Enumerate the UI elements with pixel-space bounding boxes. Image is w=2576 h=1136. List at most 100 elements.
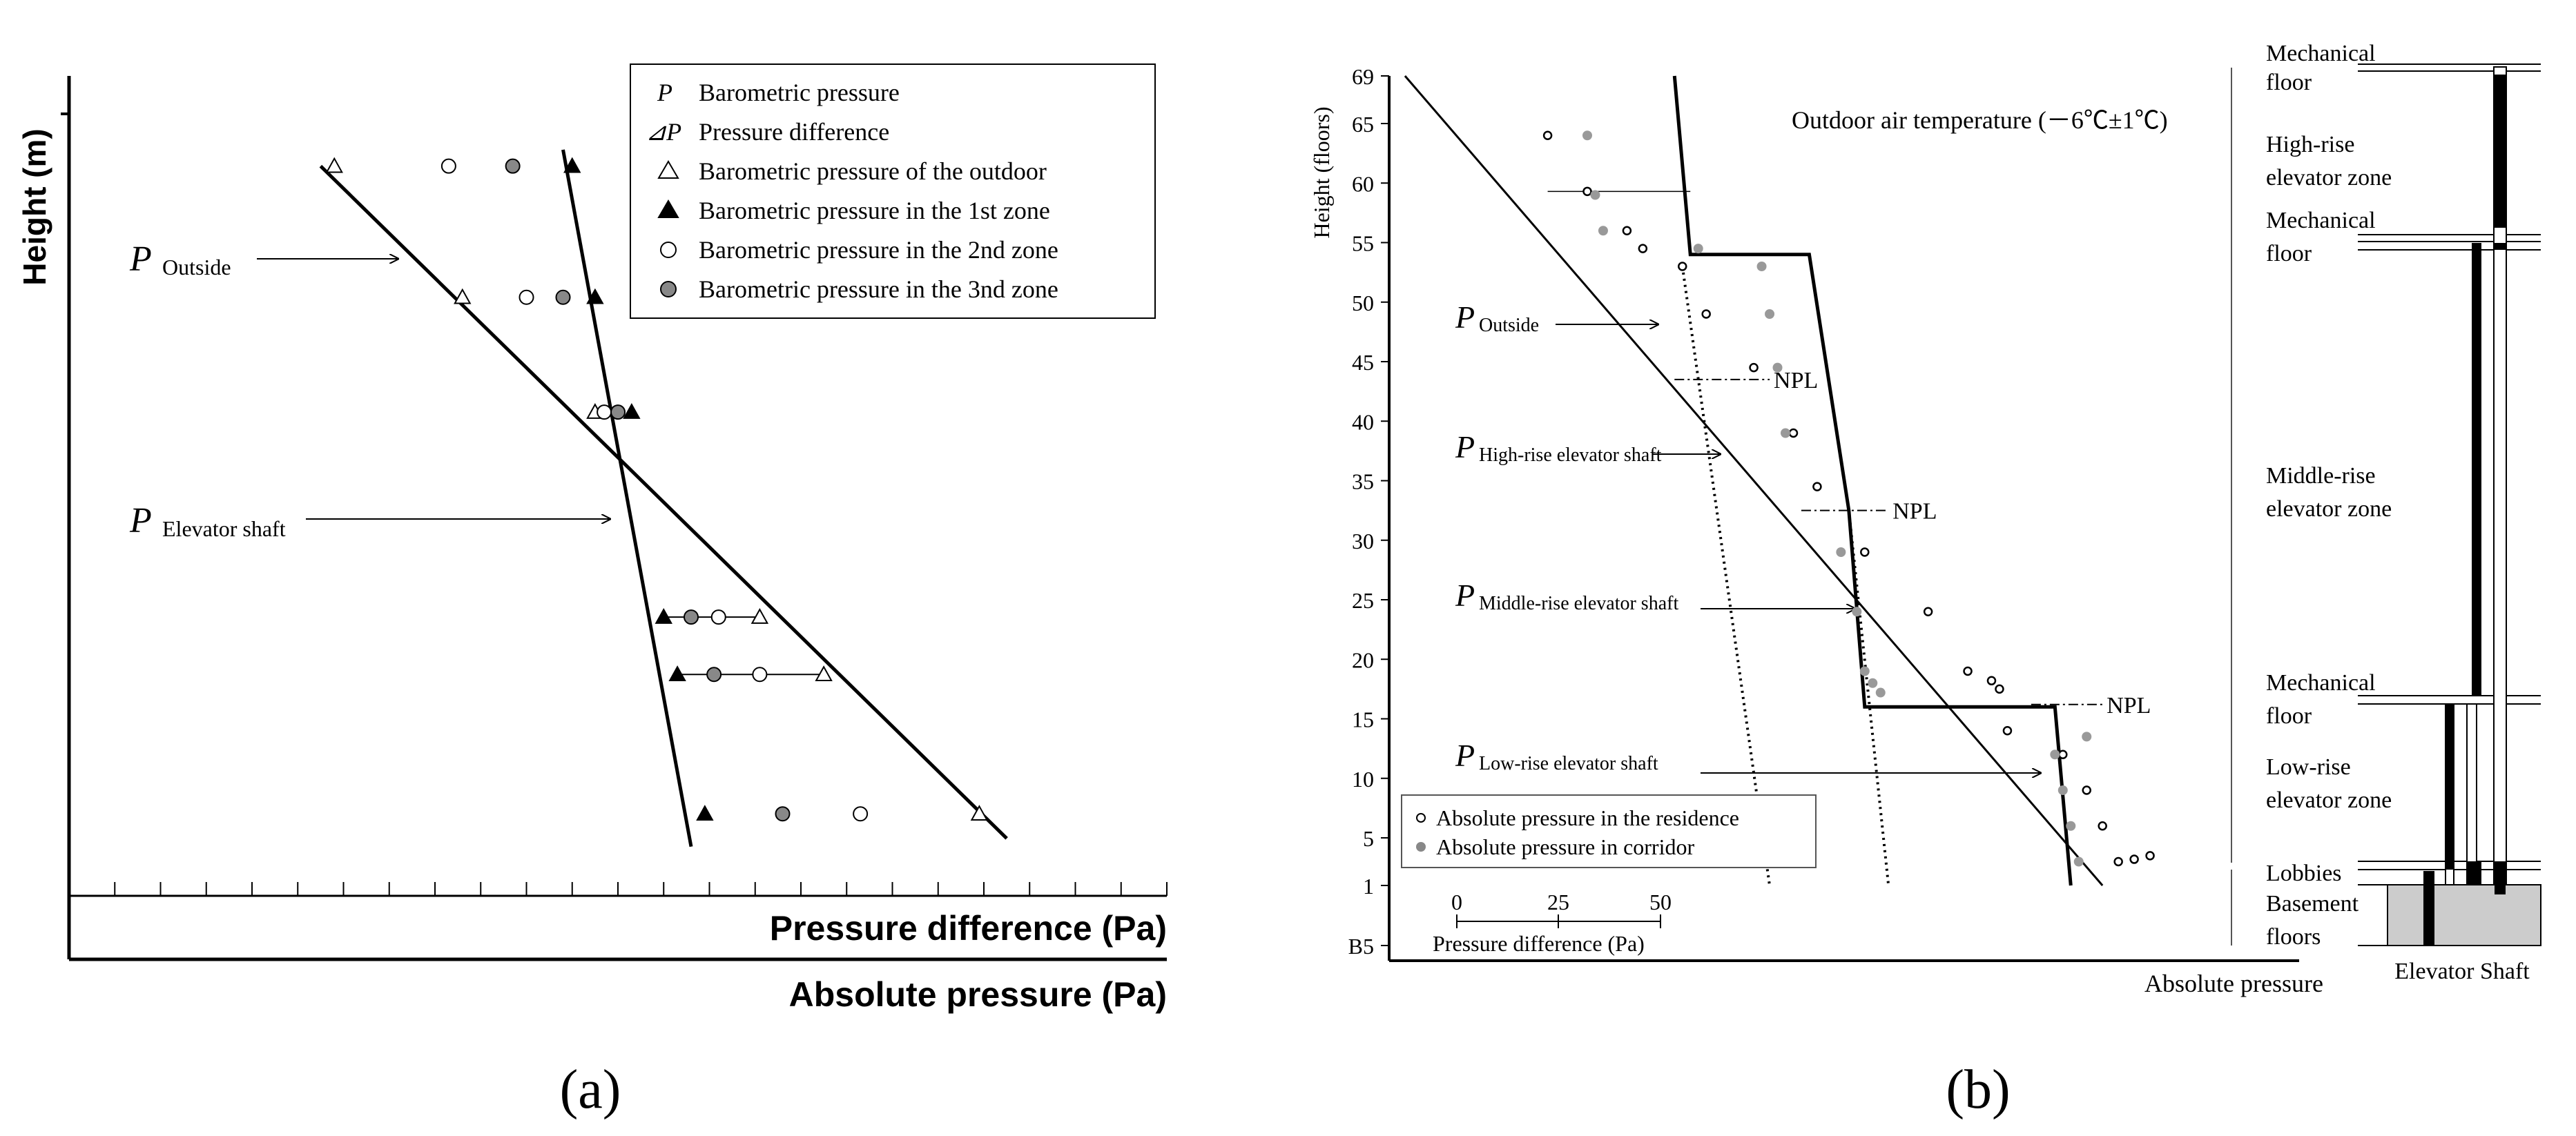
panel-a-y-label: Height (m) <box>17 128 52 285</box>
schematic-label: floor <box>2266 70 2312 95</box>
shaft-middle <box>2472 243 2481 696</box>
point-residence <box>2002 726 2013 736</box>
y-tick-label: 15 <box>1352 707 1374 732</box>
legend-label-zone3: Barometric pressure in the 3nd zone <box>699 275 1058 303</box>
annotation-b-outside-symbol: P <box>1455 300 1475 335</box>
schematic-label: Basement <box>2266 891 2359 917</box>
line-outside <box>319 164 1008 840</box>
legend-label-zone2: Barometric pressure in the 2nd zone <box>699 236 1058 264</box>
panel-b-scale-bar: 0 25 50 Pressure difference (Pa) <box>1433 890 1672 956</box>
shaft-high-base <box>2495 861 2506 894</box>
point-corridor <box>1598 226 1608 236</box>
point-zone1 <box>668 665 686 682</box>
panel-a-legend-box <box>630 63 1156 319</box>
annotation-p-shaft-symbol: P <box>129 501 152 540</box>
schematic-label: floor <box>2266 703 2312 729</box>
panel-a: Height (m) Pressure difference (Pa) Abso… <box>17 63 1168 1120</box>
scale-tick-50: 50 <box>1649 890 1672 914</box>
y-tick-label: 60 <box>1352 171 1374 196</box>
point-residence <box>2145 851 2155 861</box>
y-tick-label: B5 <box>1348 934 1374 959</box>
point-residence <box>1995 684 2004 694</box>
point-residence <box>1986 676 1997 686</box>
point-corridor <box>1693 244 1703 254</box>
point-zone3 <box>610 404 626 420</box>
point-corridor <box>1590 190 1600 200</box>
annotation-p-shaft-sub: Elevator shaft <box>162 516 286 541</box>
panel-b-legend-box <box>1401 794 1817 868</box>
point-outdoor <box>815 665 833 682</box>
annotation-p-outside-symbol: P <box>129 239 152 279</box>
legend-marker-open-triangle <box>657 160 679 179</box>
point-corridor <box>1582 130 1592 141</box>
panel-b-x-label: Absolute pressure <box>2144 970 2323 997</box>
point-corridor <box>1772 362 1783 373</box>
panel-b-y-ticks: 69 65 60 55 50 45 40 35 30 25 20 15 10 5 1 B5 <box>1348 64 1389 959</box>
point-zone3 <box>505 158 521 174</box>
point-corridor <box>1756 262 1767 271</box>
npl-label: NPL <box>1774 368 1818 393</box>
point-residence <box>1542 130 1553 140</box>
y-tick-label: 45 <box>1352 350 1374 375</box>
npl-label: NPL <box>2107 693 2151 718</box>
y-tick-label: 35 <box>1352 469 1374 494</box>
point-outdoor <box>970 805 989 821</box>
point-residence <box>1963 666 1973 676</box>
legend-symbol-p: P <box>657 79 672 106</box>
point-outdoor <box>325 157 343 173</box>
scale-tick-25: 25 <box>1547 890 1569 914</box>
y-tick-label: 50 <box>1352 291 1374 315</box>
legend-label-barometric: Barometric pressure <box>699 79 900 106</box>
point-zone2 <box>597 404 612 420</box>
point-corridor <box>1859 666 1870 676</box>
schematic-label: elevator zone <box>2266 496 2392 522</box>
shaft-middle-base <box>2472 861 2481 885</box>
point-zone2 <box>710 609 726 625</box>
legend-marker-open-circle <box>660 242 677 258</box>
point-residence <box>1582 186 1592 197</box>
schematic-label: Mechanical <box>2266 41 2376 66</box>
point-corridor <box>1836 547 1846 557</box>
point-residence <box>2129 854 2139 864</box>
y-tick-label: 20 <box>1352 647 1374 672</box>
legend-b-marker-corridor <box>1416 842 1426 852</box>
schematic-caption: Elevator Shaft <box>2394 959 2530 984</box>
annotation-b-low-sub: Low-rise elevator shaft <box>1479 753 1658 774</box>
point-zone2 <box>853 806 869 822</box>
scale-bar-label: Pressure difference (Pa) <box>1433 931 1645 956</box>
shaft-basement <box>2423 871 2434 946</box>
point-zone1 <box>623 403 641 419</box>
annotation-b-middle-sub: Middle-rise elevator shaft <box>1479 593 1678 614</box>
scale-tick-0: 0 <box>1451 890 1462 914</box>
point-residence <box>2113 856 2123 867</box>
point-zone1 <box>696 805 714 821</box>
annotation-b-high-symbol: P <box>1455 429 1475 464</box>
schematic-label: floors <box>2266 924 2321 950</box>
line-shaft-profile <box>1672 75 2073 886</box>
point-residence <box>1812 482 1822 491</box>
line-elevator-shaft <box>561 149 693 848</box>
point-residence <box>1622 226 1632 235</box>
panel-a-x-label-absolute: Absolute pressure (Pa) <box>789 975 1167 1014</box>
panel-a-legend: P Barometric pressure ⊿P Pressure differ… <box>646 79 1058 303</box>
point-corridor <box>1868 678 1878 688</box>
point-residence <box>1701 309 1711 319</box>
point-zone3 <box>684 609 699 625</box>
point-residence <box>2082 785 2091 795</box>
point-corridor <box>2082 732 2092 742</box>
panel-b-y-label: Height (floors) <box>1309 106 1334 238</box>
point-residence <box>1678 262 1687 271</box>
point-residence <box>2098 821 2107 831</box>
schematic-label: Lobbies <box>2266 861 2342 886</box>
panel-a-caption: (a) <box>560 1059 621 1120</box>
annotation-b-high-sub: High-rise elevator shaft <box>1479 444 1662 466</box>
point-zone1 <box>586 288 604 304</box>
point-residence <box>2058 750 2068 759</box>
schematic-label: High-rise <box>2266 132 2354 157</box>
point-zone2 <box>752 667 768 683</box>
panel-a-x-label-difference: Pressure difference (Pa) <box>770 909 1167 948</box>
annotation-p-outside-sub: Outside <box>162 255 231 280</box>
y-tick-label: 25 <box>1352 588 1374 613</box>
point-zone2 <box>440 158 456 174</box>
